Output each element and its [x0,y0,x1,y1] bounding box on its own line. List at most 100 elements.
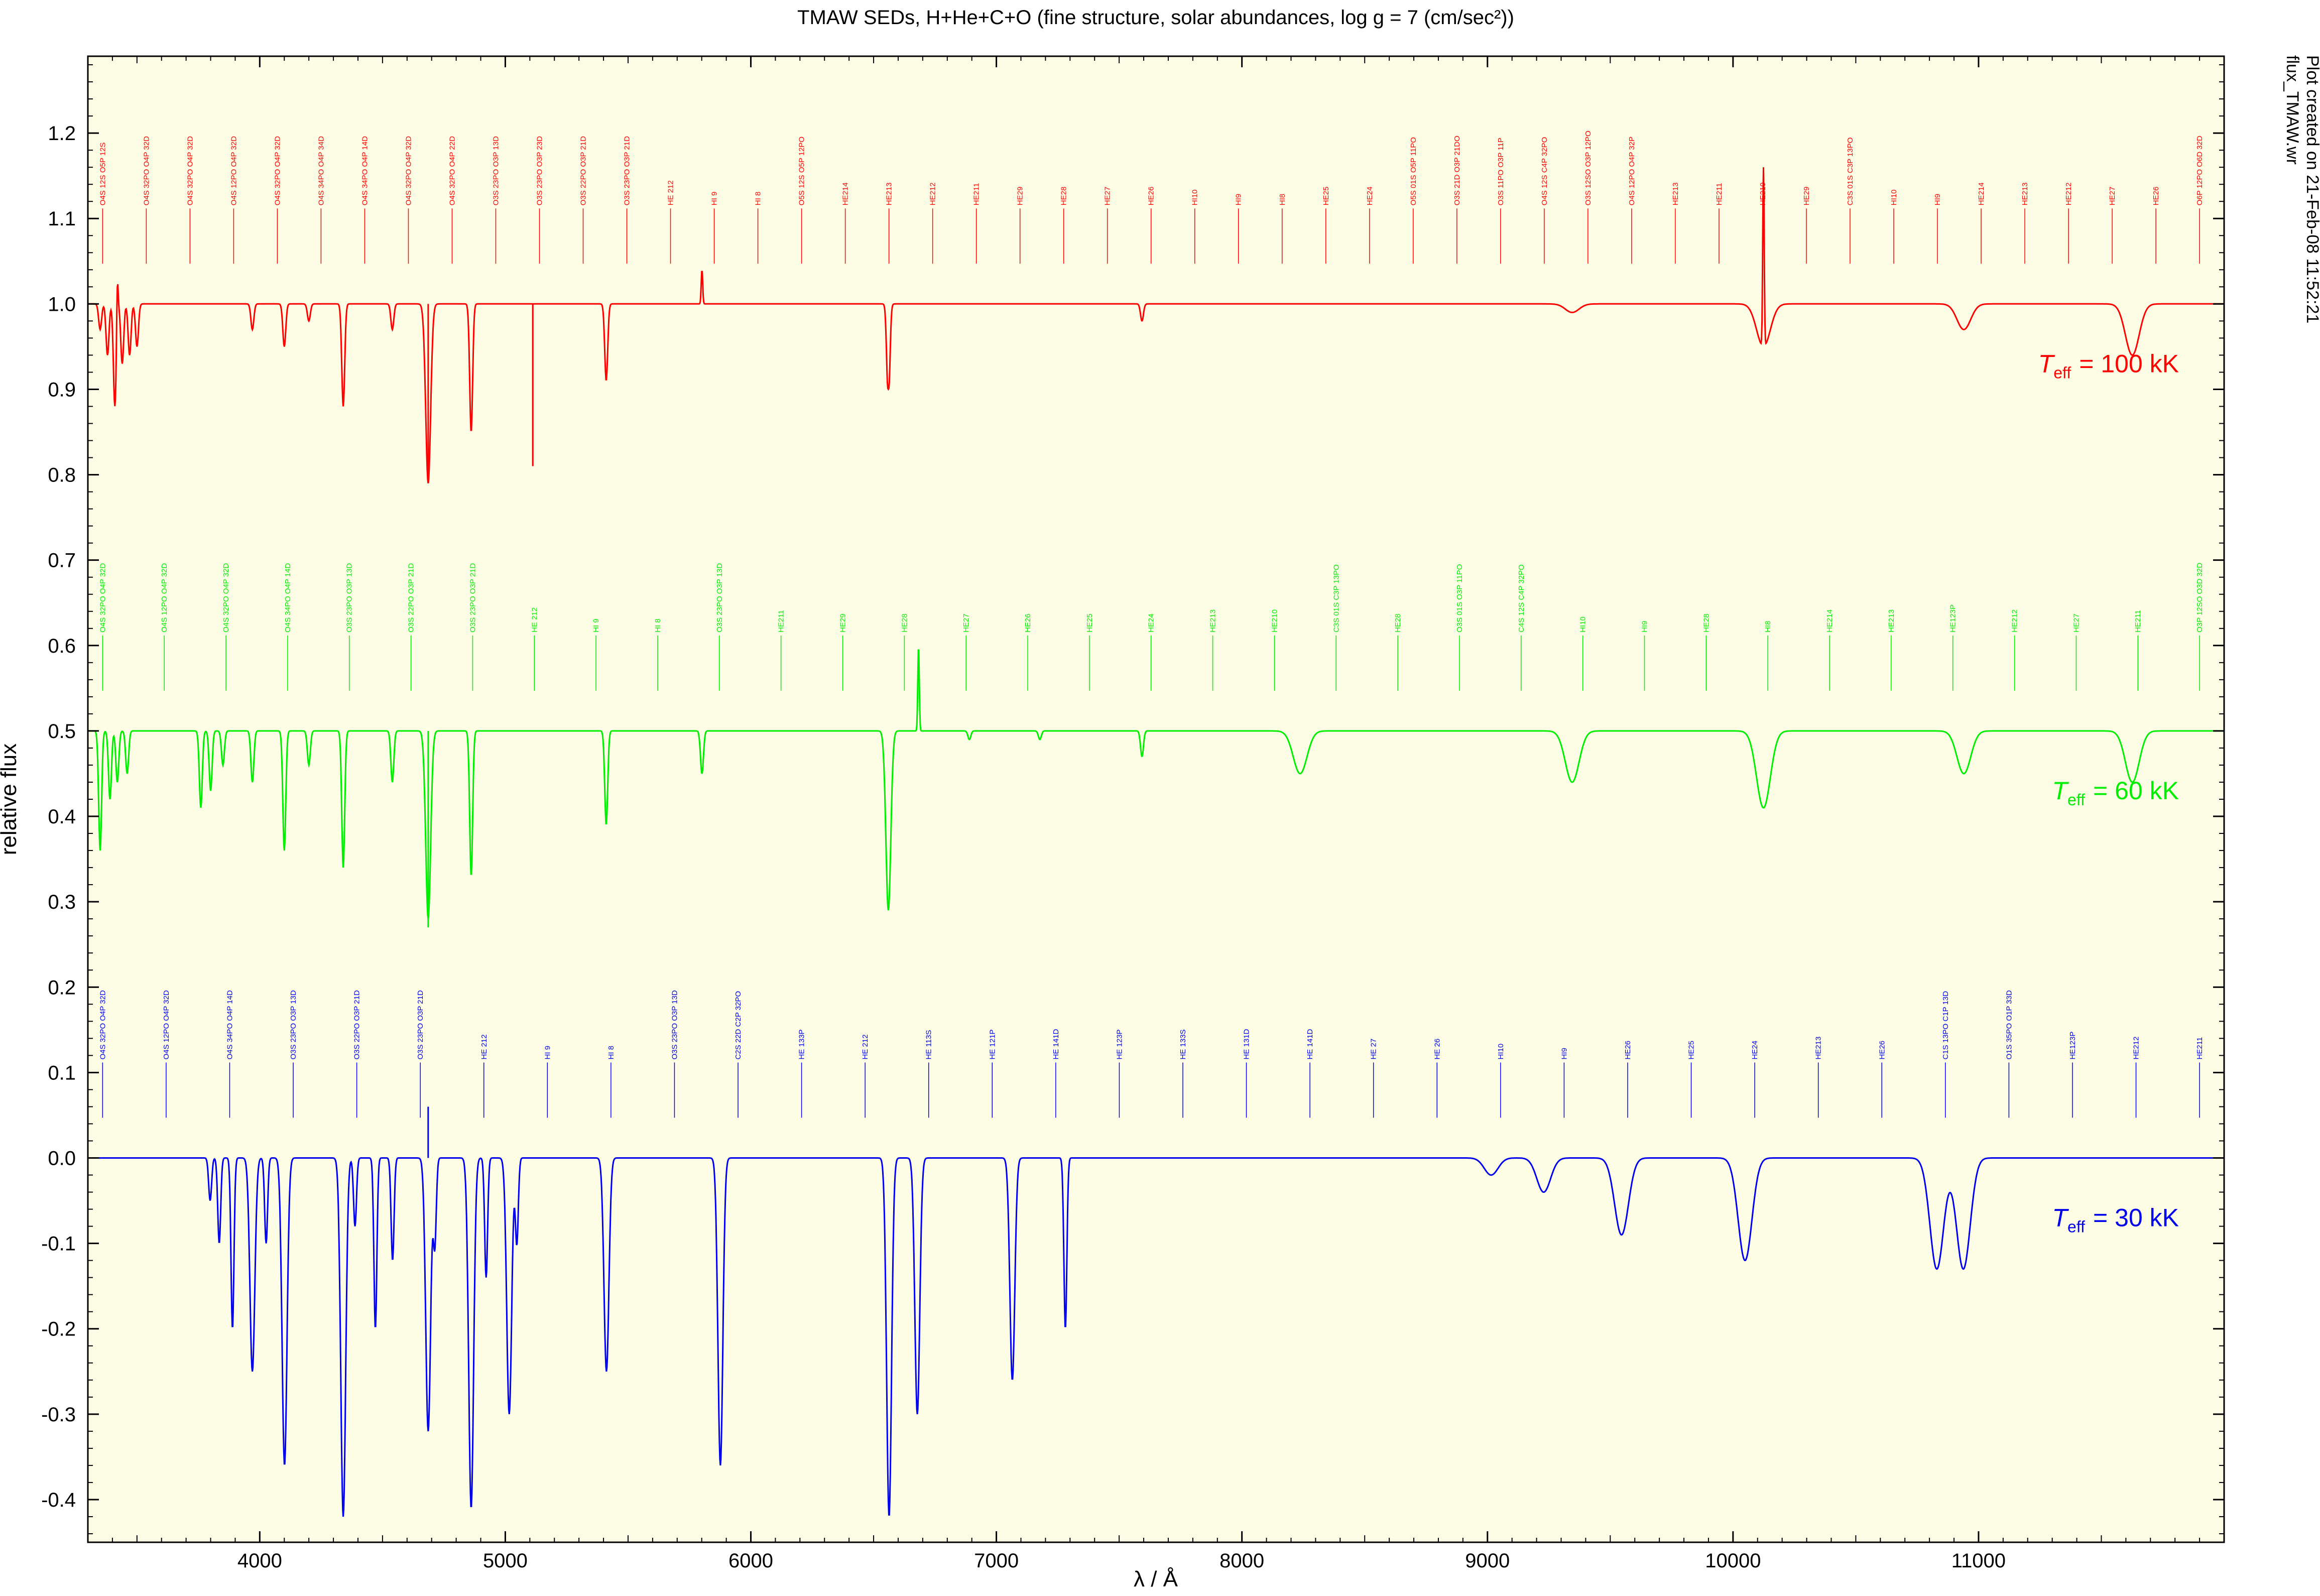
line-id-label: HE 133S [1179,1029,1187,1059]
line-id-label: HE 123P [1115,1029,1124,1059]
line-id-label: O5S 12S O5P 12PO [798,137,806,205]
line-id-label: HI 8 [654,619,662,633]
teff-label-series-1: Teff = 60 kK [2052,777,2179,809]
line-id-label: C2S 22D C2P 32PO [734,991,743,1059]
y-tick-label: 0.9 [48,379,76,401]
line-id-label: HE 212 [667,180,675,205]
line-id-label: HE211 [2134,610,2142,633]
line-id-label: HE27 [962,613,970,633]
x-tick-label: 6000 [728,1550,773,1572]
line-id-label: O3S 23PO O3P 13D [289,990,298,1059]
x-tick-label: 5000 [483,1550,528,1572]
line-id-label: O3S 22PO O3P 21D [407,563,416,632]
y-tick-label: 0.1 [48,1062,76,1084]
spectrum-line-series-2 [88,1157,2224,1517]
line-id-label: HE214 [841,182,850,205]
line-id-label: O4S 12S O5P 12S [98,143,107,206]
line-id-label: HE213 [1887,609,1896,633]
line-id-label: HI 8 [607,1046,616,1060]
line-id-label: O3S 23PO O3P 21D [623,136,632,205]
line-id-label: O3S 23PO O3P 13D [670,990,679,1059]
x-axis-label: λ / Å [1134,1567,1178,1591]
line-id-label: O4S 12PO O4P 32D [162,990,171,1059]
line-id-label: O1S 35PO O1P 33D [2005,990,2013,1059]
line-id-label: HI8 [1278,194,1287,205]
line-id-label: HE 131D [1243,1029,1251,1059]
x-tick-label: 10000 [1705,1550,1761,1572]
line-id-label: HE213 [1209,609,1217,633]
line-id-label: O3S 22PO O3P 21D [579,136,588,205]
line-id-label: HE 212 [861,1034,870,1059]
line-id-label: HE214 [1825,609,1834,633]
line-id-label: O3S 01S O3P 11PO [1455,564,1464,633]
line-id-label: O5S 01S O5P 11PO [1409,137,1418,205]
y-tick-label: 0.5 [48,720,76,743]
line-id-label: O3S 21D O3P 21DO [1453,136,1461,205]
line-id-label: HE24 [1366,187,1374,206]
line-id-label: HE211 [972,183,981,205]
line-id-label: O4S 34PO O4P 14D [225,990,234,1059]
line-id-label: HE213 [1671,182,1680,205]
line-id-label: HE27 [2108,187,2117,206]
line-id-label: O6P 12PO O6D 32D [2195,136,2204,205]
line-id-label: HI 8 [754,192,763,206]
line-id-label: HE214 [1977,182,1986,205]
line-id-label: HE210 [1270,609,1279,633]
y-tick-label: 0.2 [48,976,76,999]
line-id-label: HE212 [929,182,937,205]
line-id-label: O3S 22PO O3P 21D [353,990,361,1059]
line-identification-labels: O4S 12S O5P 12S O4S 32PO O4P 32D O4S 32PO … [98,131,2204,1118]
teff-label-series-2: Teff = 30 kK [2052,1204,2179,1236]
line-id-label: C3S 01S C3P 13PO [1332,564,1340,633]
teff-label-series-0: Teff = 100 kK [2038,349,2179,382]
line-id-label: HE 133P [798,1029,806,1059]
line-id-label: HE25 [1322,187,1330,206]
line-id-label: O4S 12PO O4P 32P [1628,137,1636,205]
line-id-label: HE 113S [925,1030,933,1059]
line-id-label: O3S 23PO O3P 23D [536,136,544,205]
line-id-label: O3S 23PO O3P 21D [416,990,425,1059]
line-id-label: HE26 [1624,1041,1632,1060]
x-tick-label: 11000 [1951,1550,2006,1572]
line-id-label: O4S 32PO O4P 32D [98,563,107,632]
y-axis-ticks: -0.4 -0.3 -0.2 -0.1 0.0 0.1 0.2 0.3 0.4 0.5 0.6 0.7… [41,64,2224,1534]
x-axis-ticks: 4000 5000 6000 7000 8000 9000 10000 11000 [111,56,2201,1572]
y-tick-label: 0.7 [48,550,76,572]
x-tick-label: 9000 [1465,1550,1510,1572]
line-id-label: HE211 [1715,183,1724,205]
y-tick-label: -0.3 [41,1404,76,1426]
y-tick-label: 1.0 [48,293,76,315]
line-id-label: C1S 13PO C1P 13D [1941,991,1950,1060]
line-id-label: C3S 01S C3P 13PO [1846,138,1855,206]
line-id-label: O4S 12PO O4P 32D [160,563,169,632]
line-id-label: O3S 11PO O3P 11P [1497,138,1505,205]
line-id-label: HI10 [1890,190,1898,206]
line-id-label: HE211 [2195,1037,2204,1060]
line-id-label: O4S 12PO O4P 32D [229,136,238,205]
line-id-label: HI 9 [543,1046,552,1060]
line-id-label: HE26 [2152,187,2160,206]
line-id-label: HE 141D [1306,1029,1314,1059]
line-id-label: HE25 [1085,613,1094,633]
line-id-label: HE25 [1687,1041,1696,1060]
plot-date-label: Plot created on 21-Feb-08 11:52:21 [2303,55,2320,323]
line-id-label: HI9 [1640,621,1649,632]
y-tick-label: 1.2 [48,122,76,145]
line-id-label: HE 212 [480,1034,489,1059]
line-id-label: HE213 [1814,1036,1823,1059]
y-tick-label: 0.6 [48,635,76,657]
y-tick-label: 0.0 [48,1147,76,1169]
y-tick-label: 0.4 [48,806,76,828]
x-tick-label: 4000 [237,1550,282,1572]
line-id-label: HE26 [1147,187,1156,206]
line-id-label: HI8 [1764,621,1772,632]
line-id-label: HI10 [1579,617,1588,633]
line-id-label: O4S 34PO O4P 14D [284,563,292,632]
line-id-label: HE27 [2072,613,2081,633]
line-id-label: HI9 [1560,1048,1568,1059]
y-axis-label: relative flux [0,744,21,855]
file-name-label: flux_TMAW.wr [2283,55,2302,165]
line-id-label: O4S 32PO O4P 32D [186,136,194,205]
x-tick-label: 8000 [1219,1550,1264,1572]
